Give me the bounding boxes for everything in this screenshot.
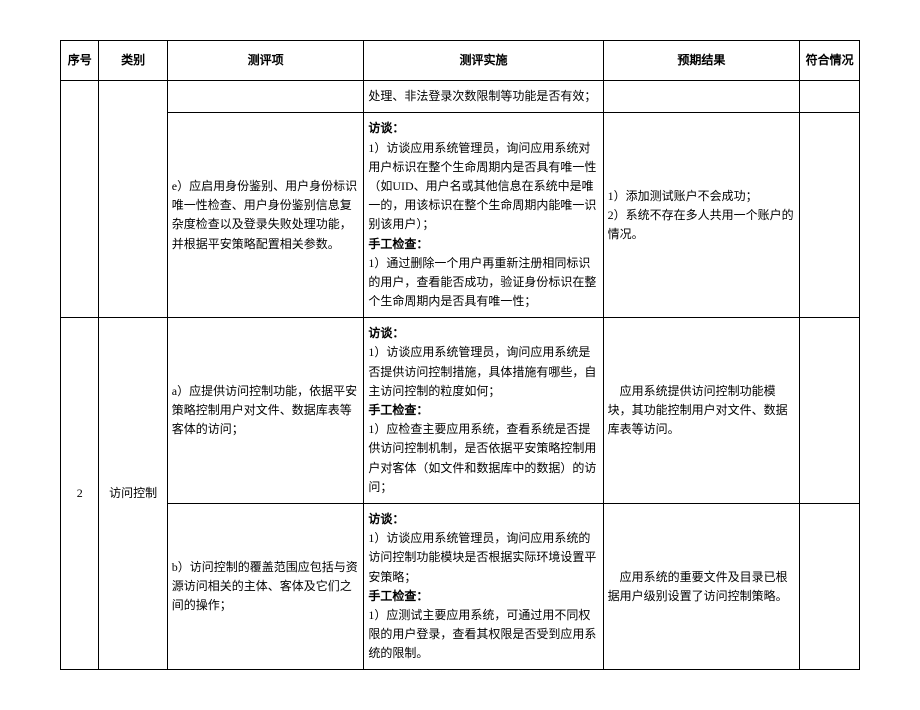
table-row: e）应启用身份鉴别、用户身份标识唯一性检查、用户身份鉴别信息复杂度检查以及登录失… <box>61 113 860 318</box>
impl-manual-label: 手工检查： <box>368 403 428 417</box>
header-seq: 序号 <box>61 41 99 81</box>
cell-impl: 处理、非法登录次数限制等功能是否有效； <box>364 81 603 113</box>
cell-result: 1）添加测试账户不会成功； 2）系统不存在多人共用一个账户的情况。 <box>603 113 800 318</box>
header-compliance: 符合情况 <box>800 41 860 81</box>
evaluation-table: 序号 类别 测评项 测评实施 预期结果 符合情况 处理、非法登录次数限制等功能是… <box>60 40 860 670</box>
impl-manual-text: 1）应测试主要应用系统，可通过用不同权限的用户登录，查看其权限是否受到应用系统的… <box>368 608 596 660</box>
table-row: 2 访问控制 a）应提供访问控制功能，依据平安策略控制用户对文件、数据库表等客体… <box>61 318 860 504</box>
header-category: 类别 <box>99 41 167 81</box>
impl-manual-text: 1）应检查主要应用系统，查看系统是否提供访问控制机制，是否依据平安策略控制用户对… <box>368 422 596 494</box>
impl-talk-label: 访谈： <box>368 512 404 526</box>
cell-item: a）应提供访问控制功能，依据平安策略控制用户对文件、数据库表等客体的访问； <box>167 318 364 504</box>
cell-category: 访问控制 <box>99 318 167 670</box>
impl-talk-text: 1）访谈应用系统管理员，询问应用系统是否提供访问控制措施，具体措施有哪些，自主访… <box>368 345 596 397</box>
cell-impl: 访谈： 1）访谈应用系统管理员，询问应用系统是否提供访问控制措施，具体措施有哪些… <box>364 318 603 504</box>
impl-talk-label: 访谈： <box>368 121 404 135</box>
cell-seq <box>61 81 99 318</box>
cell-category <box>99 81 167 318</box>
cell-compliance <box>800 503 860 670</box>
impl-talk-text: 1）访谈应用系统管理员，询问应用系统的访问控制功能模块是否根据实际环境设置平安策… <box>368 531 596 583</box>
cell-compliance <box>800 318 860 504</box>
cell-item <box>167 81 364 113</box>
impl-manual-label: 手工检查： <box>368 589 428 603</box>
table-row: 处理、非法登录次数限制等功能是否有效； <box>61 81 860 113</box>
impl-prefix: 处理、非法登录次数限制等功能是否有效； <box>368 89 596 103</box>
cell-result: 应用系统的重要文件及目录已根据用户级别设置了访问控制策略。 <box>603 503 800 670</box>
impl-talk-text: 1）访谈应用系统管理员，询问应用系统对用户标识在整个生命周期内是否具有唯一性（如… <box>368 141 596 232</box>
impl-manual-text: 1）通过删除一个用户再重新注册相同标识的用户，查看能否成功，验证身份标识在整个生… <box>368 256 596 308</box>
cell-result: 应用系统提供访问控制功能模块，其功能控制用户对文件、数据库表等访问。 <box>603 318 800 504</box>
table-row: b）访问控制的覆盖范围应包括与资源访问相关的主体、客体及它们之间的操作； 访谈：… <box>61 503 860 670</box>
cell-result <box>603 81 800 113</box>
cell-impl: 访谈： 1）访谈应用系统管理员，询问应用系统的访问控制功能模块是否根据实际环境设… <box>364 503 603 670</box>
cell-compliance <box>800 81 860 113</box>
cell-item: e）应启用身份鉴别、用户身份标识唯一性检查、用户身份鉴别信息复杂度检查以及登录失… <box>167 113 364 318</box>
header-item: 测评项 <box>167 41 364 81</box>
impl-manual-label: 手工检查： <box>368 237 428 251</box>
header-result: 预期结果 <box>603 41 800 81</box>
impl-talk-label: 访谈： <box>368 326 404 340</box>
cell-impl: 访谈： 1）访谈应用系统管理员，询问应用系统对用户标识在整个生命周期内是否具有唯… <box>364 113 603 318</box>
header-row: 序号 类别 测评项 测评实施 预期结果 符合情况 <box>61 41 860 81</box>
cell-compliance <box>800 113 860 318</box>
cell-item: b）访问控制的覆盖范围应包括与资源访问相关的主体、客体及它们之间的操作； <box>167 503 364 670</box>
cell-seq: 2 <box>61 318 99 670</box>
header-implementation: 测评实施 <box>364 41 603 81</box>
